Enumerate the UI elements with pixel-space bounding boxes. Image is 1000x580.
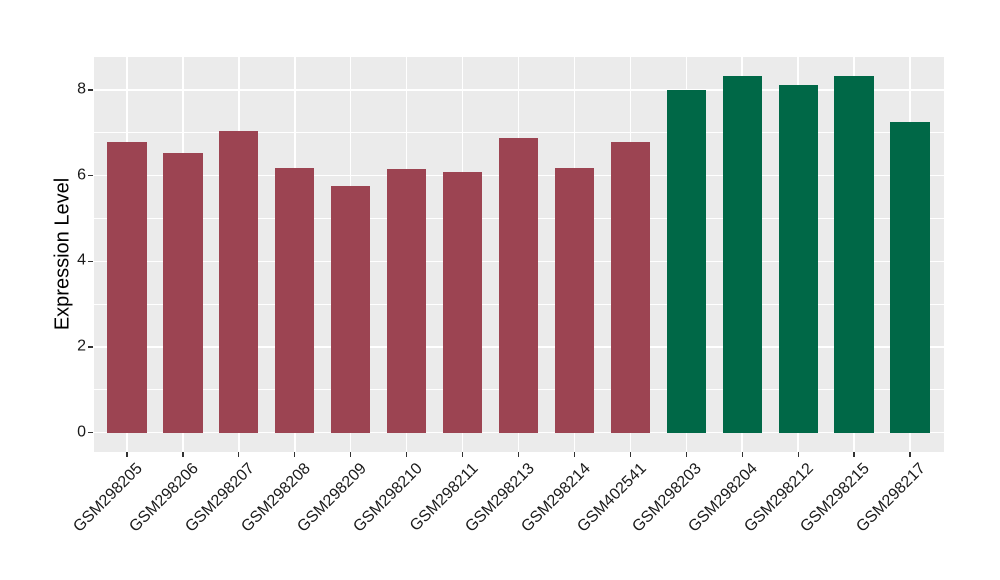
bar-GSM298217 (890, 122, 930, 433)
x-tick-mark (797, 452, 799, 457)
bar-GSM298208 (275, 168, 315, 433)
y-tick-label: 6 (77, 166, 86, 184)
y-tick-label: 2 (77, 337, 86, 355)
bar-GSM298212 (778, 84, 818, 433)
x-tick-mark (573, 452, 575, 457)
bar-GSM298215 (834, 75, 874, 433)
bar-GSM298203 (666, 89, 706, 433)
x-tick-mark (182, 452, 184, 457)
x-tick-mark (238, 452, 240, 457)
bar-GSM402541 (610, 141, 650, 433)
y-tick-mark (88, 346, 93, 348)
x-tick-mark (853, 452, 855, 457)
bar-GSM298205 (107, 141, 147, 433)
x-tick-mark (685, 452, 687, 457)
y-tick-mark (88, 89, 93, 91)
bar-GSM298207 (219, 131, 259, 433)
plot-panel (93, 56, 944, 452)
x-tick-mark (517, 452, 520, 457)
x-tick-mark (294, 452, 296, 457)
bar-GSM298211 (443, 172, 483, 433)
x-tick-mark (461, 452, 464, 457)
x-tick-mark (126, 452, 128, 457)
y-tick-mark (88, 432, 93, 434)
x-tick-mark (350, 452, 352, 457)
bar-GSM298210 (387, 168, 427, 433)
y-tick-label: 4 (77, 251, 86, 269)
y-tick-label: 8 (77, 80, 86, 98)
x-tick-mark (741, 452, 743, 457)
x-tick-mark (629, 452, 631, 457)
y-axis-title: Expression Level (51, 177, 74, 331)
y-tick-mark (88, 175, 93, 177)
bar-GSM298214 (554, 168, 594, 433)
y-tick-mark (88, 260, 93, 262)
bar-GSM298209 (331, 185, 371, 433)
bar-GSM298213 (498, 137, 539, 433)
bar-GSM298204 (722, 75, 762, 433)
y-tick-label: 0 (77, 423, 86, 441)
bar-GSM298206 (163, 152, 203, 433)
x-tick-mark (909, 452, 911, 457)
x-tick-mark (406, 452, 408, 457)
